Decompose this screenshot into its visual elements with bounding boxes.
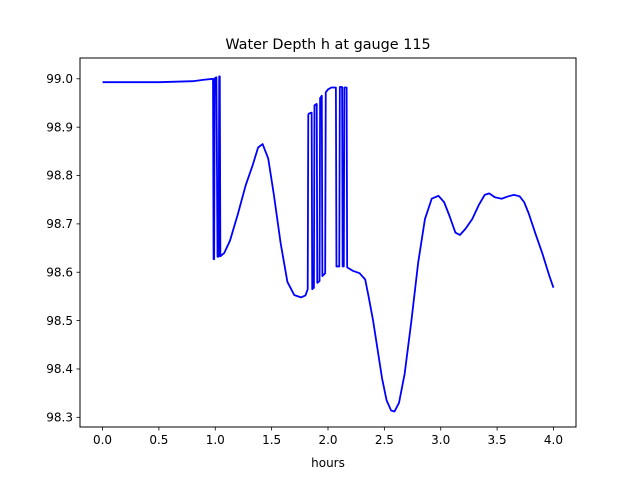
x-tick-label: 0.5	[149, 433, 168, 447]
y-tick-label: 98.9	[46, 120, 73, 134]
y-tick-label: 99.0	[46, 72, 73, 86]
x-tick-label: 3.0	[431, 433, 450, 447]
chart-title: Water Depth h at gauge 115	[225, 37, 430, 53]
x-tick-label: 1.5	[262, 433, 281, 447]
x-tick-label: 0.0	[93, 433, 112, 447]
x-tick-label: 4.0	[544, 433, 563, 447]
x-axis: 0.0 0.5 1.0 1.5 2.0 2.5 3.0 3.5 4.0	[93, 427, 563, 447]
y-tick-label: 98.7	[46, 217, 73, 231]
y-axis: 98.3 98.4 98.5 98.6 98.7 98.8 98.9 99.0	[46, 72, 80, 425]
x-tick-label: 1.0	[206, 433, 225, 447]
axes-background	[80, 58, 576, 427]
water-depth-line	[102, 75, 555, 413]
x-axis-label: hours	[311, 456, 345, 470]
plot-area	[79, 57, 577, 428]
y-tick-label: 98.8	[46, 169, 73, 183]
y-tick-label: 98.5	[46, 314, 73, 328]
y-tick-label: 98.4	[46, 362, 73, 376]
x-tick-label: 2.5	[375, 433, 394, 447]
y-tick-label: 98.3	[46, 411, 73, 425]
y-tick-label: 98.6	[46, 265, 73, 279]
x-tick-label: 2.0	[318, 433, 337, 447]
x-tick-label: 3.5	[488, 433, 507, 447]
